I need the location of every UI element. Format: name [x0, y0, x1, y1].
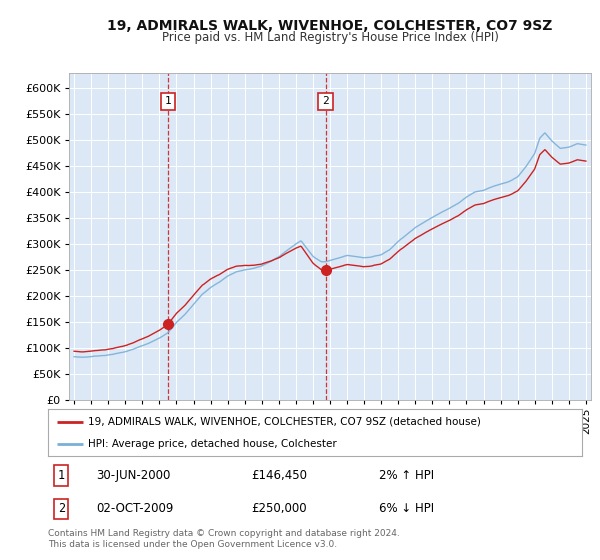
Text: 19, ADMIRALS WALK, WIVENHOE, COLCHESTER, CO7 9SZ: 19, ADMIRALS WALK, WIVENHOE, COLCHESTER,… [107, 19, 553, 33]
Text: £146,450: £146,450 [251, 469, 307, 482]
Text: Contains HM Land Registry data © Crown copyright and database right 2024.
This d: Contains HM Land Registry data © Crown c… [48, 529, 400, 549]
Text: 2% ↑ HPI: 2% ↑ HPI [379, 469, 434, 482]
Text: 2: 2 [322, 96, 329, 106]
Text: 2: 2 [58, 502, 65, 515]
Text: £250,000: £250,000 [251, 502, 307, 515]
Text: 02-OCT-2009: 02-OCT-2009 [96, 502, 173, 515]
Text: 1: 1 [58, 469, 65, 482]
Text: 1: 1 [164, 96, 171, 106]
Text: HPI: Average price, detached house, Colchester: HPI: Average price, detached house, Colc… [88, 438, 337, 449]
Text: 30-JUN-2000: 30-JUN-2000 [96, 469, 170, 482]
Text: 19, ADMIRALS WALK, WIVENHOE, COLCHESTER, CO7 9SZ (detached house): 19, ADMIRALS WALK, WIVENHOE, COLCHESTER,… [88, 417, 481, 427]
Text: Price paid vs. HM Land Registry's House Price Index (HPI): Price paid vs. HM Land Registry's House … [161, 31, 499, 44]
Text: 6% ↓ HPI: 6% ↓ HPI [379, 502, 434, 515]
